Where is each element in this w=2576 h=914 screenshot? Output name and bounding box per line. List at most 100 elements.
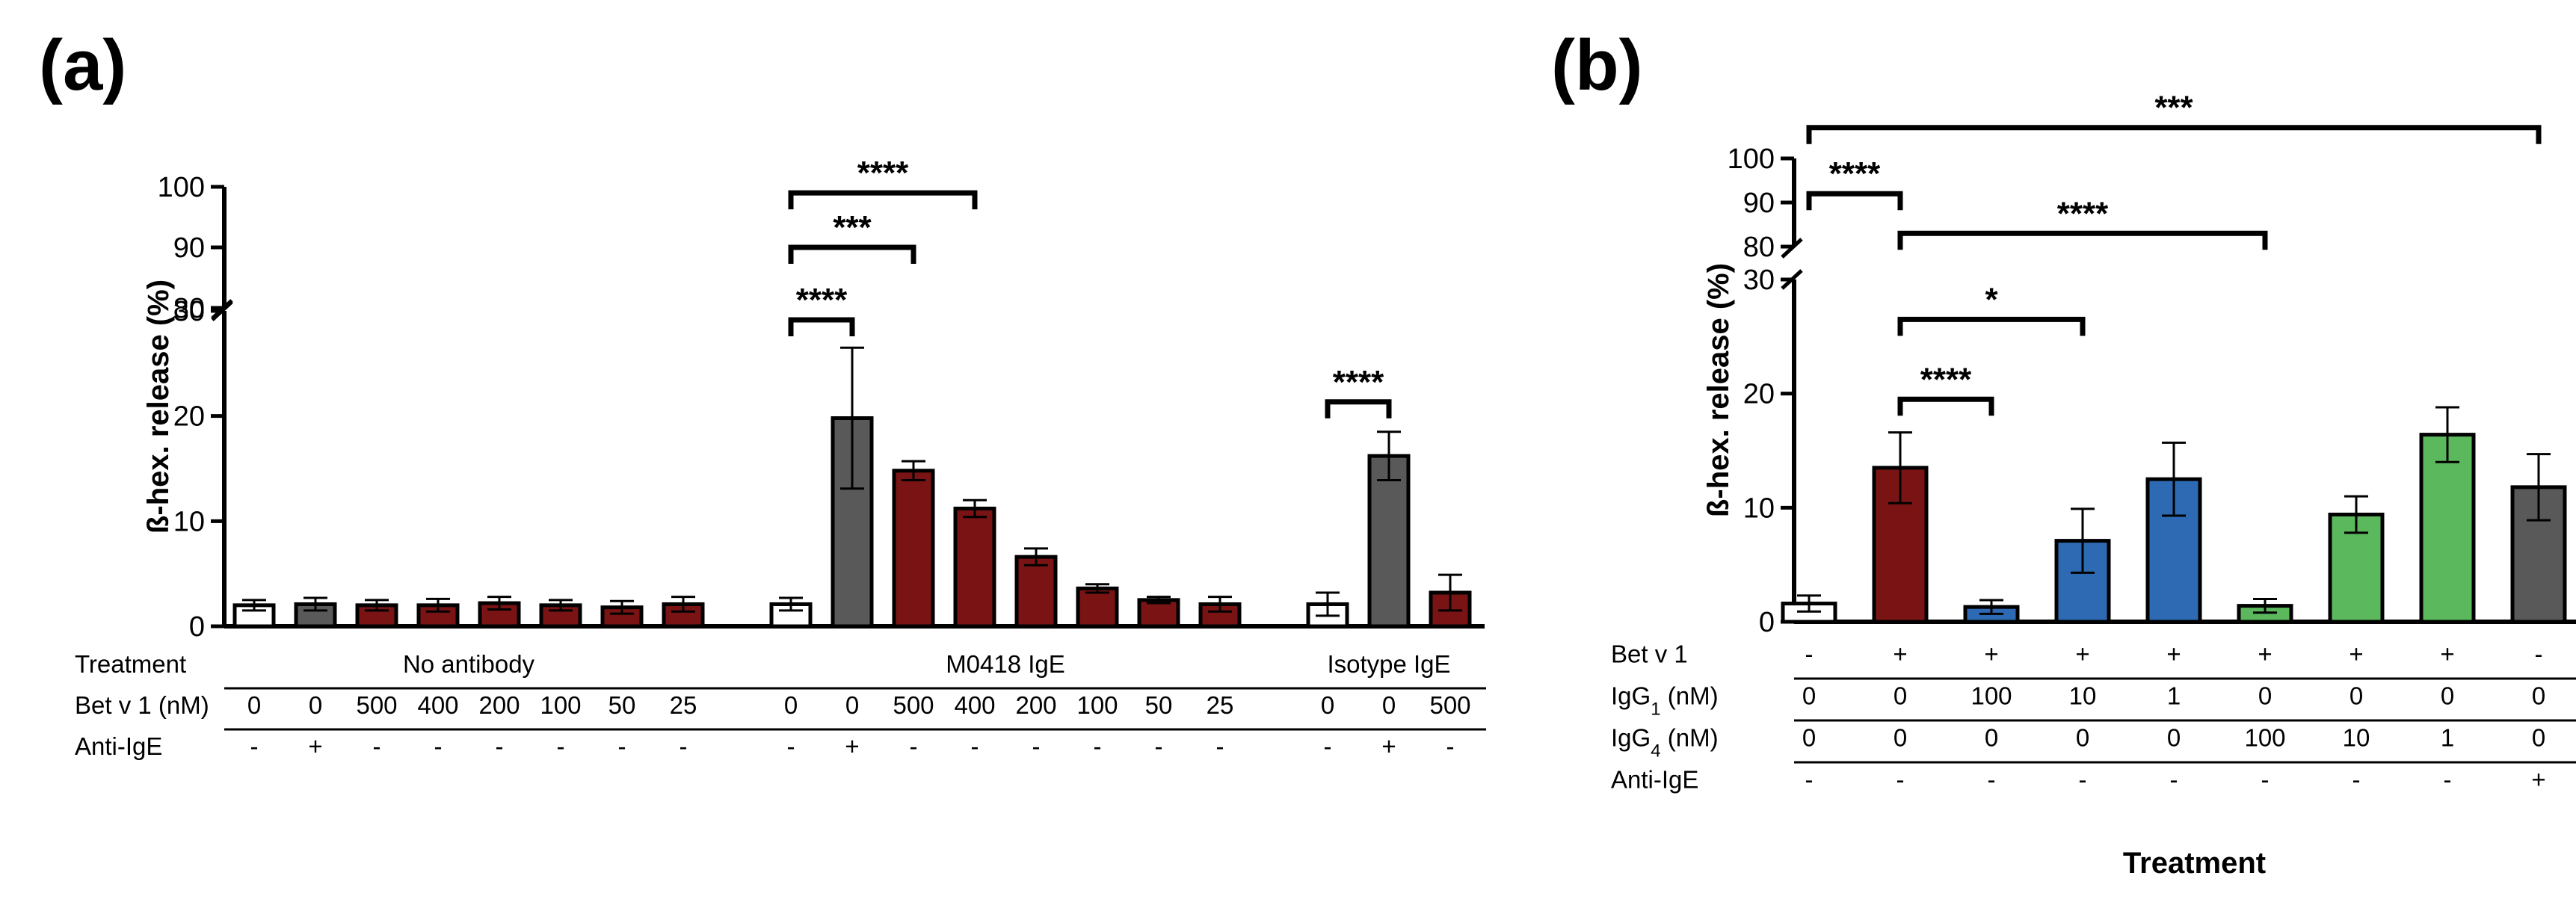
significance-label: *** [833, 209, 872, 246]
table-cell: 0 [2258, 682, 2272, 710]
y-tick-label: 90 [173, 232, 205, 264]
table-cell: - [1155, 732, 1163, 760]
table-cell: - [2535, 640, 2543, 668]
table-cell: - [2444, 766, 2452, 794]
table-cell: + [2258, 640, 2272, 668]
bar [1014, 555, 1058, 629]
significance-bracket [788, 244, 916, 264]
table-cell: 0 [784, 691, 798, 719]
significance-bracket [1897, 396, 1994, 416]
table-cell: - [1446, 732, 1455, 760]
table-cell: 0 [1985, 724, 1998, 752]
table-cell: 10 [2343, 724, 2370, 752]
table-cell: + [2531, 766, 2545, 794]
table-cell: + [1893, 640, 1907, 668]
y-tick-label: 10 [173, 506, 205, 537]
x-axis-title: Treatment [2123, 847, 2266, 880]
table-cell: + [1381, 732, 1396, 760]
significance-label: **** [1333, 364, 1384, 401]
table-row-label: Bet v 1 [1611, 640, 1688, 668]
table-cell: + [2075, 640, 2089, 668]
significance-bracket [1806, 191, 1903, 211]
table-cell: + [2166, 640, 2181, 668]
table-cell: - [680, 732, 688, 760]
significance-bracket [1897, 316, 2086, 336]
significance-label: **** [1920, 361, 1972, 398]
table-cell: + [1984, 640, 1998, 668]
table-cell: 0 [1894, 724, 1907, 752]
table-row-label: IgG1 (nM) [1611, 682, 1719, 720]
table-cell: - [1032, 732, 1041, 760]
table-row-label: Anti-IgE [1611, 766, 1698, 794]
table-cell: 0 [247, 691, 261, 719]
table-cell: - [1805, 766, 1814, 794]
bar [1076, 586, 1119, 629]
row-label-suffix: (nM) [1661, 724, 1719, 752]
table-cell: 100 [1970, 682, 2012, 710]
table-cell: - [434, 732, 443, 760]
row-label-text: IgG [1611, 724, 1651, 752]
row-label-text: Treatment [75, 650, 186, 678]
panel-label-open: ( [39, 25, 63, 105]
table-cell: 400 [954, 691, 995, 719]
table-cell: 50 [608, 691, 636, 719]
y-tick-label: 80 [173, 293, 205, 324]
table-cell: 500 [356, 691, 397, 719]
table-cell: 0 [1802, 724, 1816, 752]
row-label-text: IgG [1611, 682, 1651, 710]
table-cell: + [845, 732, 859, 760]
table-row-label: Bet v 1 (nM) [75, 691, 209, 719]
table-cell: - [618, 732, 626, 760]
table-row-label: IgG4 (nM) [1611, 724, 1719, 762]
y-tick-label: 100 [1728, 143, 1775, 175]
significance-bracket [1897, 230, 2268, 250]
significance-label: **** [857, 155, 909, 191]
table-cell: 0 [1894, 682, 1907, 710]
bar [2419, 433, 2476, 624]
significance-bracket [788, 317, 855, 336]
table-cell: 0 [2349, 682, 2363, 710]
row-label-text: Anti-IgE [1611, 766, 1698, 794]
row-label-text: Bet v 1 (nM) [75, 691, 209, 719]
table-cell: 0 [1802, 682, 1816, 710]
table-cell: 50 [1145, 691, 1173, 719]
row-label-text: Anti-IgE [75, 732, 162, 760]
y-axis-label: ß-hex. release (%) [142, 280, 175, 534]
table-cell: 0 [1382, 691, 1396, 719]
table-cell: + [2349, 640, 2363, 668]
y-axis-label: ß-hex. release (%) [1702, 263, 1735, 517]
panel-label-close: ) [102, 25, 126, 105]
table-cell: 500 [893, 691, 934, 719]
y-tick-label: 0 [189, 611, 205, 643]
bar [953, 506, 996, 629]
table-cell: 0 [1321, 691, 1334, 719]
significance-label: *** [2154, 90, 2193, 126]
significance-label: **** [796, 282, 848, 318]
significance-label: **** [2057, 195, 2109, 232]
table-cell: - [1094, 732, 1102, 760]
table-cell: 0 [2532, 724, 2545, 752]
table-cell: - [2261, 766, 2270, 794]
table-cell: 0 [2076, 724, 2089, 752]
table-cell: 100 [2244, 724, 2285, 752]
bar [892, 469, 935, 629]
table-cell: - [1896, 766, 1905, 794]
table-cell: 400 [417, 691, 458, 719]
table-row-label: Anti-IgE [75, 732, 162, 760]
significance-label: * [1985, 281, 1998, 318]
table-cell: - [250, 732, 259, 760]
table-cell: - [1324, 732, 1332, 760]
table-cell: 200 [1015, 691, 1056, 719]
table-cell: 0 [2532, 682, 2545, 710]
table-cell: + [308, 732, 322, 760]
y-tick-label: 30 [173, 296, 205, 327]
y-tick-label: 20 [173, 401, 205, 433]
y-tick-label: 100 [158, 172, 205, 203]
table-cell: - [1805, 640, 1814, 668]
table-cell: 0 [2441, 682, 2454, 710]
table-cell: - [373, 732, 381, 760]
panel-label-letter: b [1575, 25, 1619, 105]
table-cell: 1 [2441, 724, 2454, 752]
row-label-subscript: 4 [1651, 741, 1660, 761]
panel-label: (b) [1551, 25, 1643, 105]
